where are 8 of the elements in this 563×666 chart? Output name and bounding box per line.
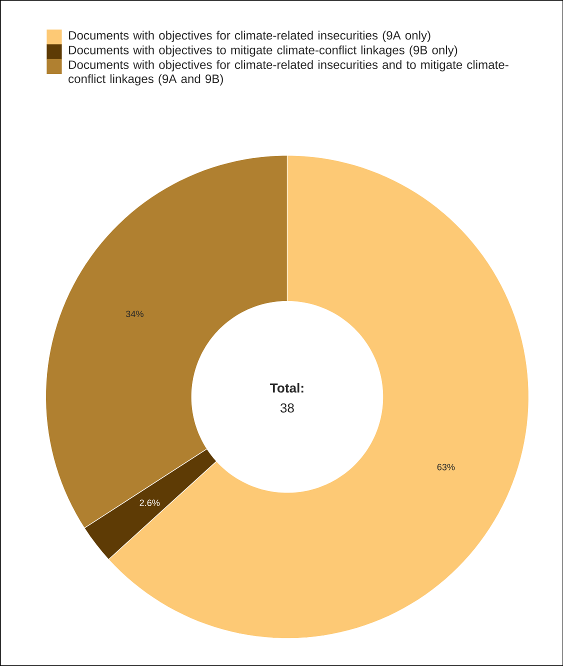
data-label: 63% [437, 464, 455, 470]
legend-label: Documents with objectives for climate-related insecurities and to mitigate climate-conflict linkages (9A and 9B) [68, 60, 508, 86]
legend-label: Documents with objectives for climate-related insecurities (9A only) [68, 30, 430, 42]
legend-label: Documents with objectives to mitigate climate-conflict linkages (9B only) [68, 45, 457, 57]
data-label: 2.6% [140, 500, 160, 506]
data-label: 34% [126, 310, 144, 318]
text: 38 [280, 403, 294, 413]
text: Total: [270, 383, 304, 393]
